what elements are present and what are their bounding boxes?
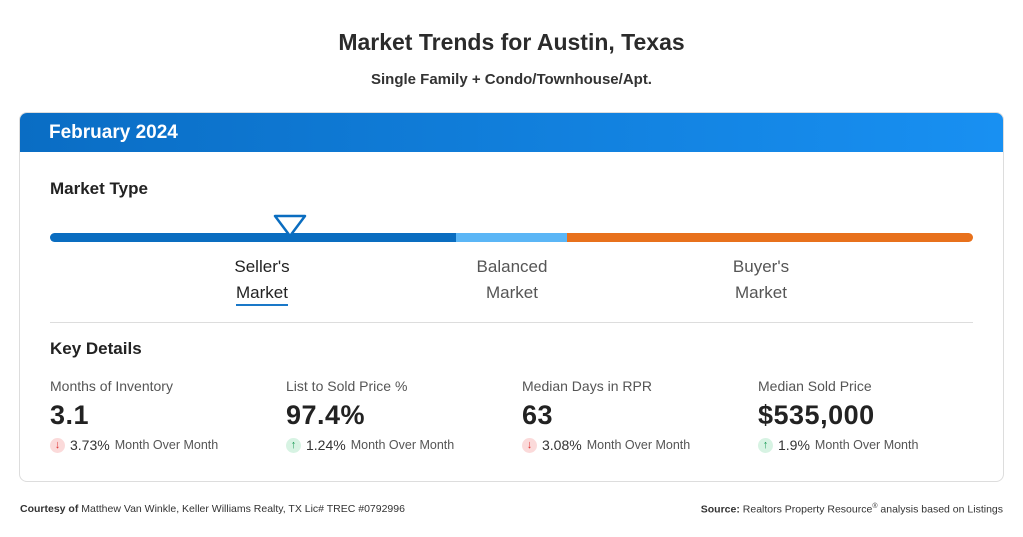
metric-period: Month Over Month bbox=[350, 438, 455, 452]
source-note: Source: Realtors Property Resource® anal… bbox=[700, 503, 1003, 516]
metric-median-days: Median Days in RPR 63 ↓ 3.08% Month Over M… bbox=[522, 378, 752, 453]
metric-months-of-inventory: Months of Inventory 3.1 ↓ 3.73% Month Over… bbox=[50, 378, 280, 453]
balanced-market-label: Balanced Market bbox=[476, 257, 548, 302]
metric-label: Median Sold Price bbox=[758, 378, 872, 394]
market-card: February 2024 Market Type Seller's Market… bbox=[19, 112, 1004, 482]
balanced-segment bbox=[456, 233, 567, 242]
metric-period: Month Over Month bbox=[586, 438, 691, 452]
metric-change: 3.08% bbox=[542, 437, 582, 453]
buyers-market-label: Buyer's Market bbox=[732, 257, 790, 302]
metric-value: 3.1 bbox=[50, 400, 90, 430]
metric-label: List to Sold Price % bbox=[286, 378, 408, 394]
metric-list-to-sold: List to Sold Price % 97.4% ↑ 1.24% Month O… bbox=[286, 378, 516, 453]
arrow-down-icon: ↓ bbox=[50, 437, 65, 453]
divider bbox=[50, 322, 973, 323]
metric-change: 3.73% bbox=[70, 437, 110, 453]
market-type-bar bbox=[50, 233, 973, 242]
period-header: February 2024 bbox=[20, 113, 1003, 152]
metric-change: 1.9% bbox=[778, 437, 810, 453]
metric-period: Month Over Month bbox=[814, 438, 919, 452]
arrow-down-icon: ↓ bbox=[522, 437, 537, 453]
sellers-market-label: Seller's Market bbox=[192, 254, 332, 306]
metric-label: Median Days in RPR bbox=[522, 378, 652, 394]
metric-value: $535,000 bbox=[758, 400, 875, 430]
metric-value: 97.4% bbox=[286, 400, 366, 430]
seller-segment bbox=[50, 233, 456, 242]
page-title: Market Trends for Austin, Texas bbox=[338, 29, 685, 55]
market-indicator-icon bbox=[273, 214, 307, 238]
metric-value: 63 bbox=[522, 400, 554, 430]
metric-label: Months of Inventory bbox=[50, 378, 173, 394]
arrow-up-icon: ↑ bbox=[286, 437, 301, 453]
market-type-heading: Market Type bbox=[50, 179, 148, 198]
courtesy-note: Courtesy of Matthew Van Winkle, Keller W… bbox=[20, 503, 405, 515]
buyer-segment bbox=[567, 233, 973, 242]
key-details-heading: Key Details bbox=[50, 339, 142, 358]
metric-change: 1.24% bbox=[306, 437, 346, 453]
metric-median-sold-price: Median Sold Price $535,000 ↑ 1.9% Month Ov… bbox=[758, 378, 988, 453]
page-subtitle: Single Family + Condo/Townhouse/Apt. bbox=[371, 71, 652, 88]
metric-period: Month Over Month bbox=[114, 438, 219, 452]
arrow-up-icon: ↑ bbox=[758, 437, 773, 453]
